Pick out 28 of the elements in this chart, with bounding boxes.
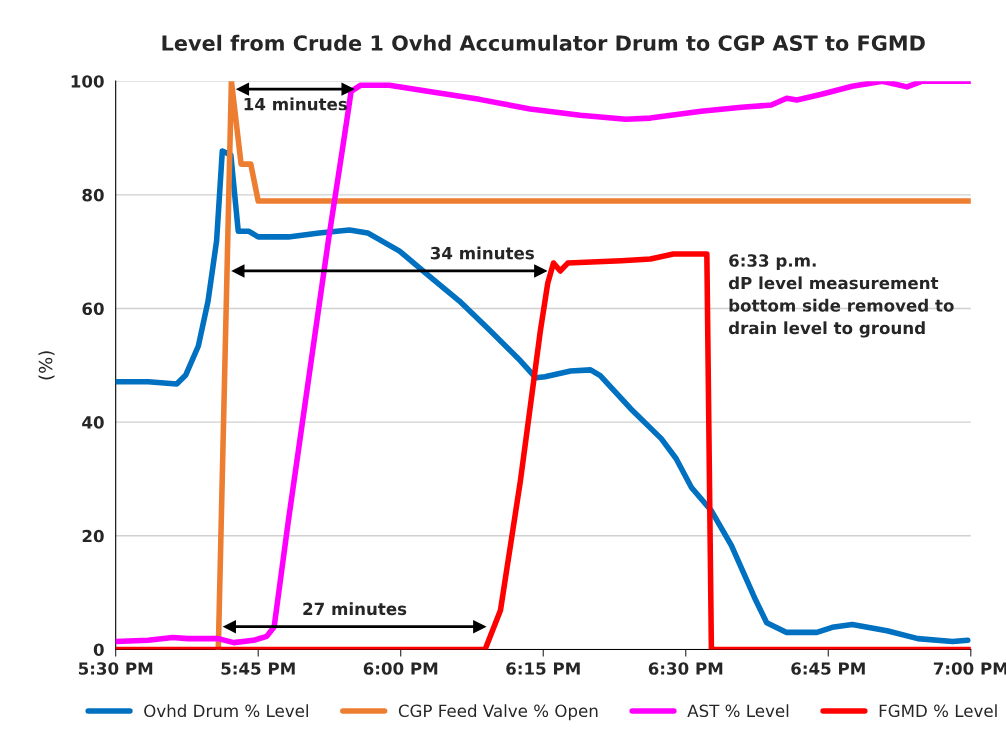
- x-tick-label: 6:00 PM: [363, 662, 438, 675]
- x-tick-label: 5:45 PM: [221, 662, 295, 675]
- annotation: 14 minutes: [244, 97, 347, 111]
- legend-label: Ovhd Drum % Level: [144, 704, 308, 718]
- y-tick-label: 100: [71, 75, 104, 88]
- y-tick-label: 0: [93, 643, 104, 657]
- x-tick-label: 5:30 PM: [78, 662, 153, 675]
- point: [341, 82, 354, 96]
- point: [473, 620, 486, 633]
- y-tick-label: 40: [82, 416, 104, 429]
- legend-label: FGMD % Level: [879, 704, 997, 718]
- x-tick-label: 6:30 PM: [648, 662, 723, 675]
- chart-title: Level from Crude 1 Ovhd Accumulator Drum to CGP AST to FGMD: [162, 34, 925, 51]
- y-axis-title: (%): [38, 351, 55, 380]
- x-tick-label: 6:15 PM: [506, 662, 580, 675]
- legend-label: CGP Feed Valve % Open: [398, 704, 598, 721]
- point: [232, 264, 245, 278]
- annotation: 34 minutes: [430, 246, 534, 260]
- y-tick-label: 20: [82, 529, 104, 543]
- annotation: 27 minutes: [303, 602, 407, 616]
- x-tick-label: 6:45 PM: [791, 662, 865, 675]
- point: [236, 82, 250, 96]
- point: [534, 264, 547, 278]
- annotation: 6:33 p.m. dP level measurement bottom side removed to drain level to ground: [728, 254, 954, 338]
- legend-label: AST % Level: [687, 704, 789, 718]
- y-tick-label: 60: [82, 302, 104, 316]
- point: [223, 620, 236, 633]
- y-tick-label: 80: [82, 188, 104, 202]
